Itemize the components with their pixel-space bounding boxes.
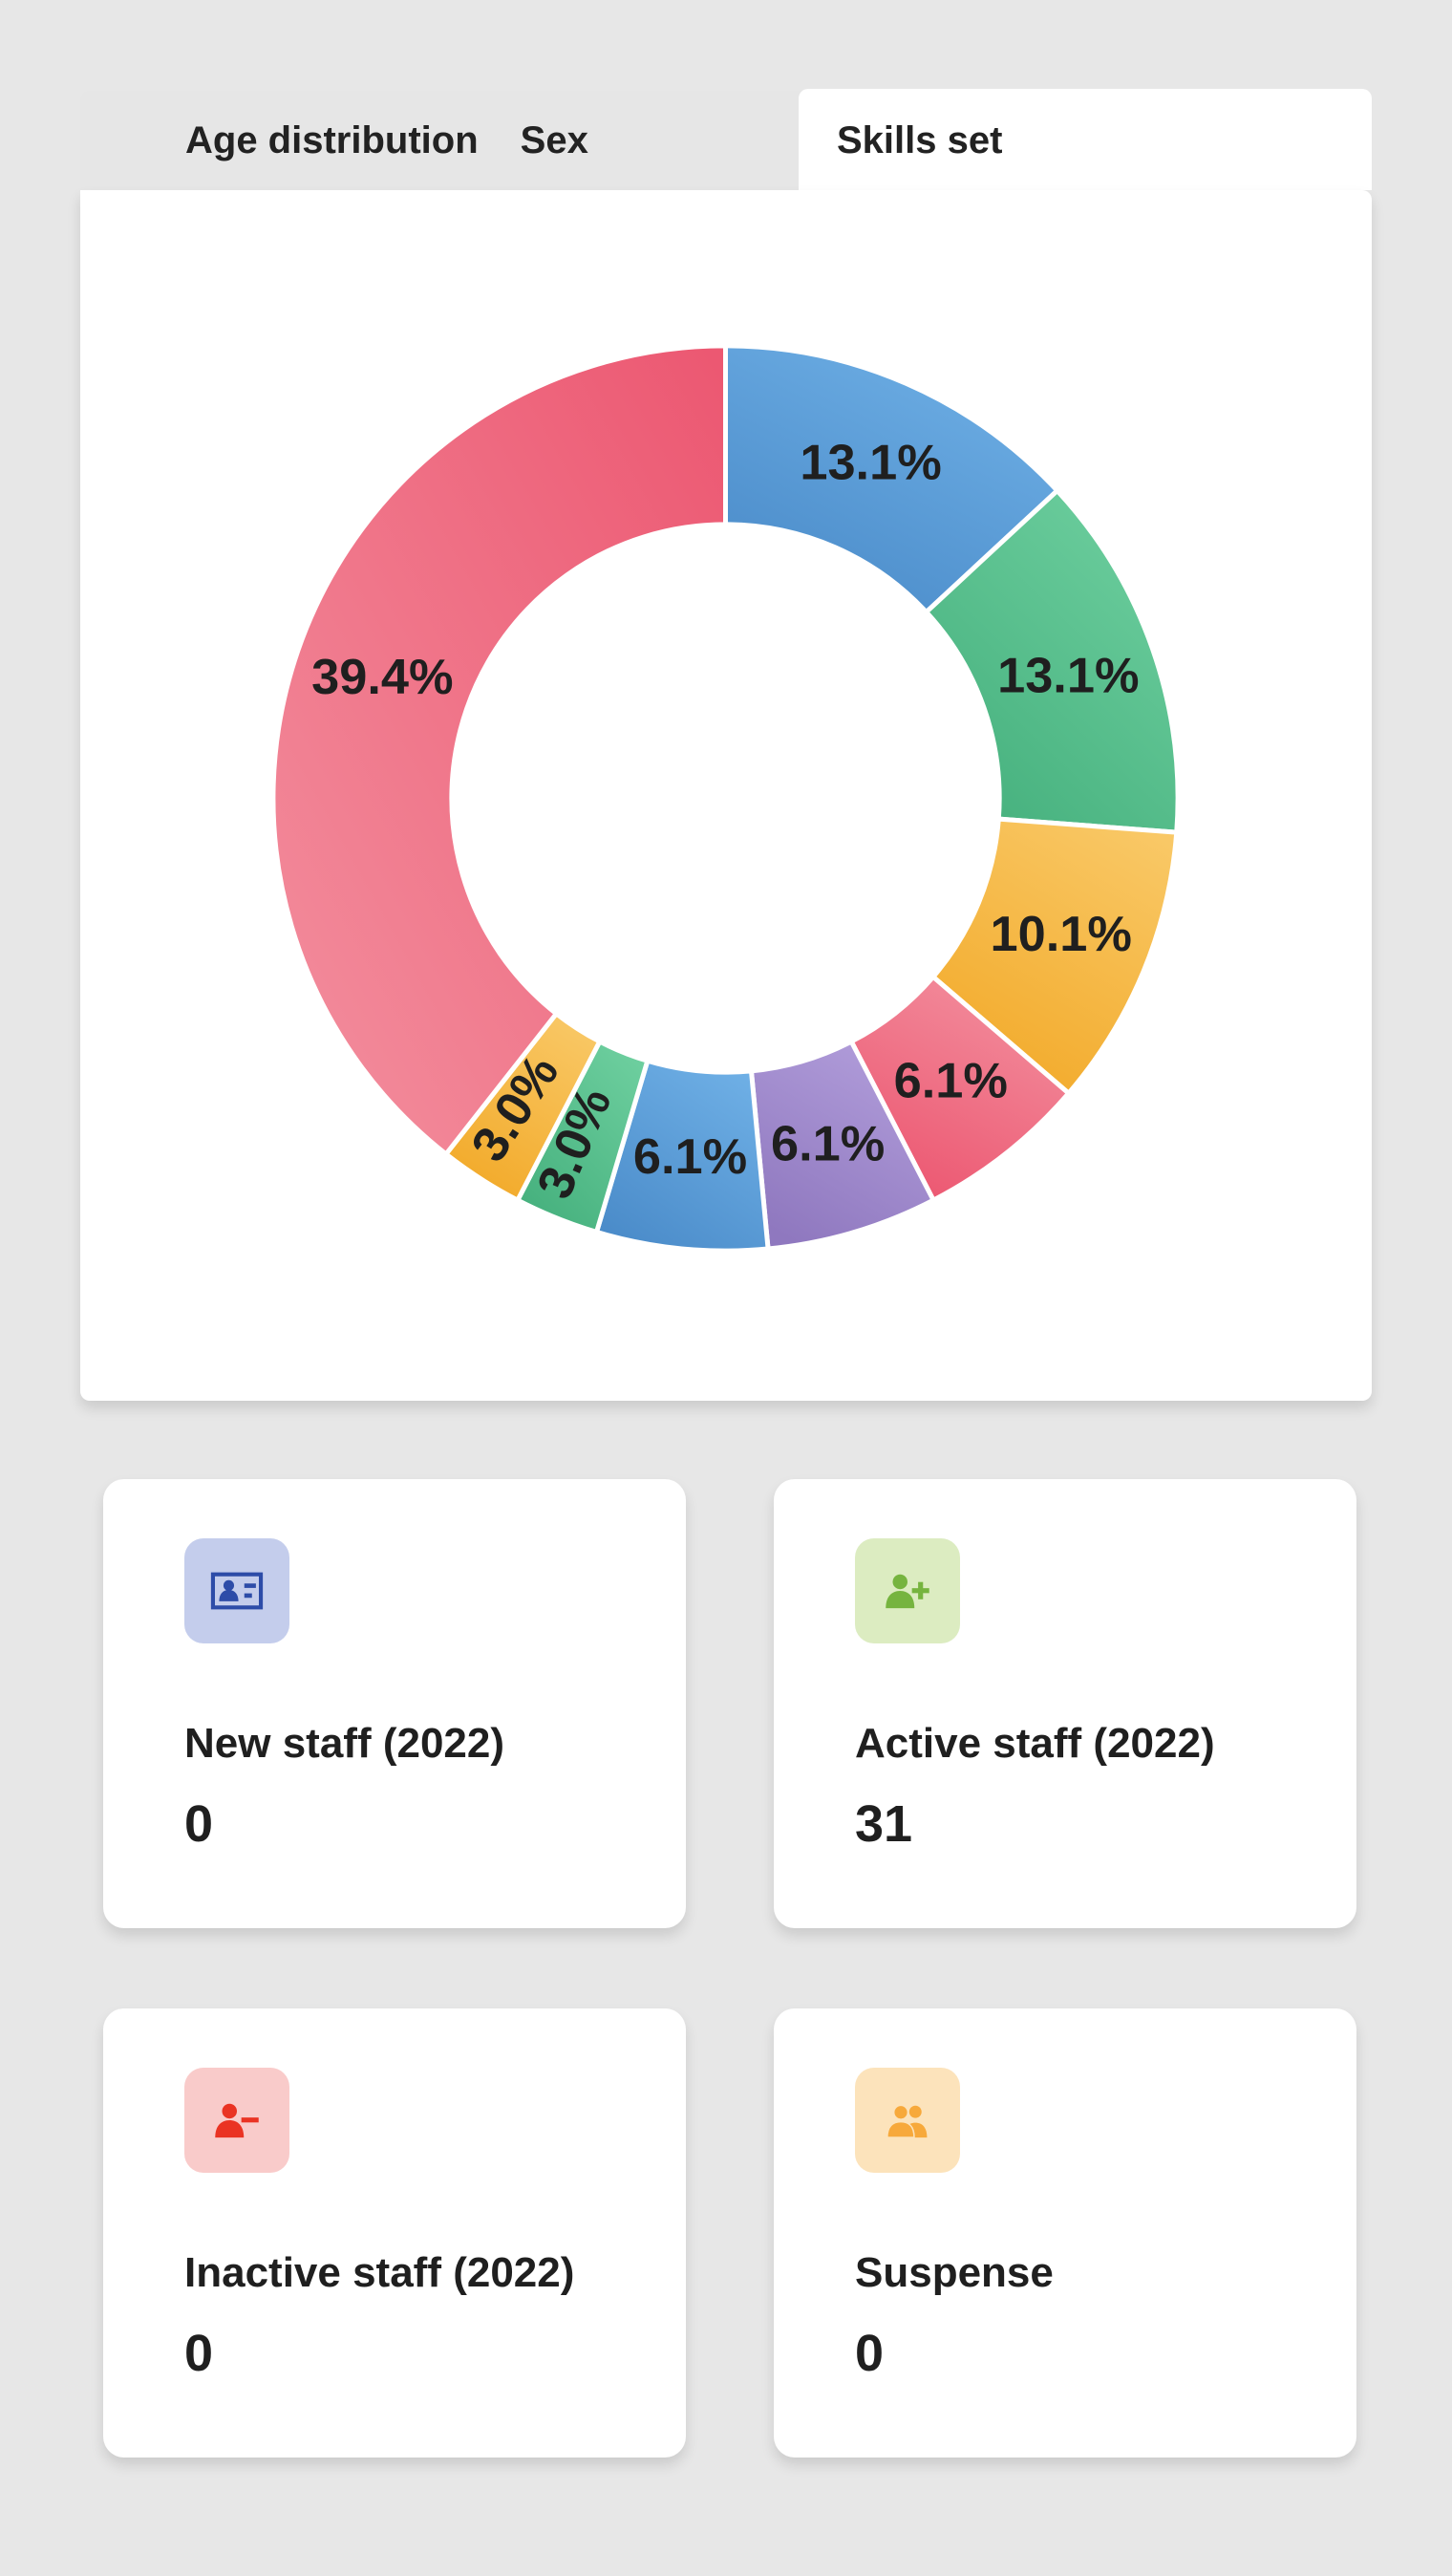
svg-text:6.1%: 6.1% [894, 1053, 1008, 1108]
svg-text:6.1%: 6.1% [633, 1129, 747, 1185]
svg-text:6.1%: 6.1% [771, 1116, 885, 1171]
svg-text:10.1%: 10.1% [991, 907, 1132, 962]
svg-text:13.1%: 13.1% [997, 649, 1139, 704]
svg-text:39.4%: 39.4% [311, 650, 453, 705]
svg-text:13.1%: 13.1% [800, 436, 941, 491]
